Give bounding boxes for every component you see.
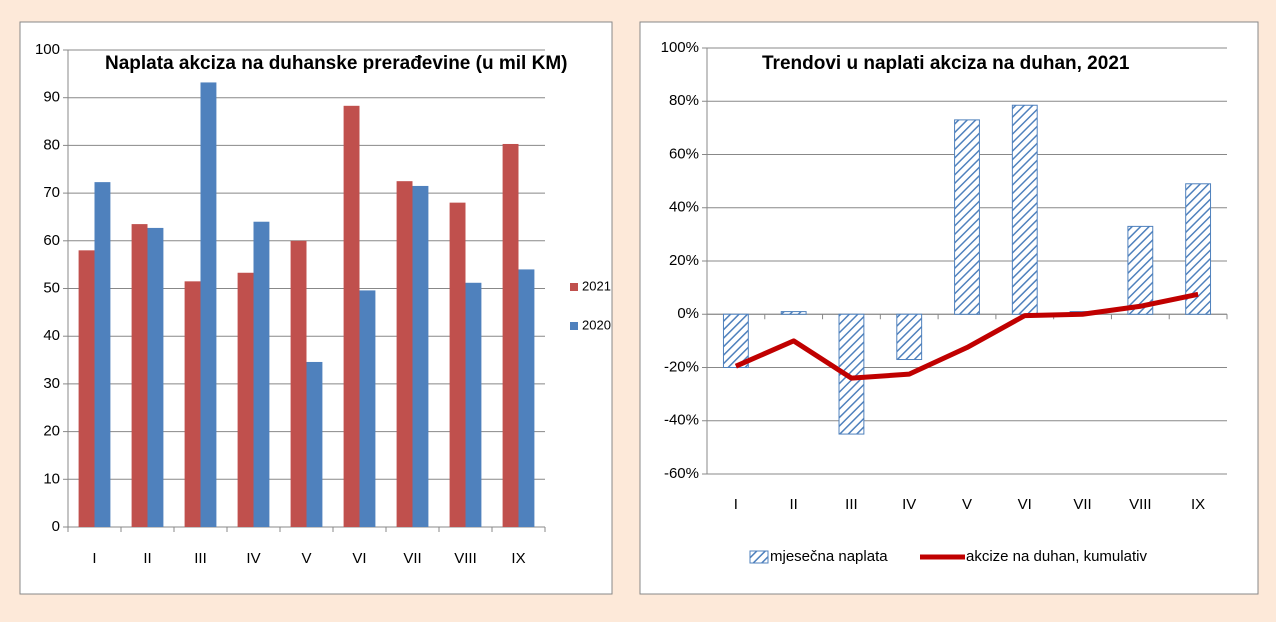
bar	[518, 269, 535, 527]
bar	[412, 185, 429, 527]
x-tick-label: IX	[1191, 496, 1205, 513]
x-tick-label: VI	[1018, 496, 1032, 513]
x-tick-label: II	[789, 496, 797, 513]
legend-swatch	[749, 550, 769, 564]
x-tick-label: VIII	[1129, 496, 1152, 513]
bar	[1127, 225, 1154, 315]
bar	[200, 82, 217, 527]
bar	[359, 290, 376, 527]
x-tick-label: III	[194, 550, 207, 567]
legend-label: 2020	[582, 317, 611, 332]
bar	[465, 282, 482, 527]
bar	[1011, 104, 1038, 315]
y-tick-label: -60%	[664, 465, 699, 482]
bar	[502, 143, 519, 527]
line	[734, 291, 1199, 381]
bar	[780, 311, 807, 315]
bar	[131, 224, 148, 528]
y-tick-label: 0	[52, 518, 60, 535]
bar	[184, 281, 201, 527]
bar	[1185, 183, 1212, 315]
bar	[290, 240, 307, 528]
y-tick-label: 40%	[669, 199, 699, 216]
y-tick-label: -40%	[664, 412, 699, 429]
y-tick-label: 30	[43, 375, 60, 392]
y-tick-label: 40	[43, 327, 60, 344]
y-tick-label: -20%	[664, 358, 699, 375]
bar	[449, 202, 466, 527]
bar	[396, 181, 413, 528]
y-tick-label: 10	[43, 470, 60, 487]
x-tick-label: VI	[352, 550, 366, 567]
bar	[954, 119, 980, 315]
y-tick-label: 60%	[669, 145, 699, 162]
bar	[722, 313, 749, 368]
bar	[343, 105, 360, 528]
legend-label: akcize na duhan, kumulativ	[966, 548, 1147, 565]
x-tick-label: VII	[403, 550, 421, 567]
bar	[237, 272, 254, 527]
y-tick-label: 90	[43, 89, 60, 106]
right-panel	[639, 21, 1259, 595]
bar	[94, 182, 111, 527]
y-tick-label: 80	[43, 136, 60, 153]
x-tick-label: VIII	[454, 550, 477, 567]
y-tick-label: 0%	[677, 305, 699, 322]
y-tick-label: 70	[43, 184, 60, 201]
y-tick-label: 80%	[669, 92, 699, 109]
y-tick-label: 100%	[661, 39, 699, 56]
x-tick-label: II	[143, 550, 151, 567]
x-tick-label: I	[92, 550, 96, 567]
x-tick-label: VII	[1073, 496, 1091, 513]
x-tick-label: V	[962, 496, 972, 513]
x-tick-label: I	[734, 496, 738, 513]
legend-label: 2021	[582, 278, 611, 293]
chart-title: Trendovi u naplati akciza na duhan, 2021	[762, 53, 1130, 74]
bar	[896, 313, 923, 361]
x-tick-label: III	[845, 496, 858, 513]
bar	[306, 361, 323, 527]
y-tick-label: 20	[43, 423, 60, 440]
x-tick-label: IV	[246, 550, 260, 567]
x-tick-label: V	[301, 550, 311, 567]
bar	[253, 221, 270, 527]
x-tick-label: IV	[902, 496, 916, 513]
chart-title: Naplata akciza na duhanske prerađevine (…	[105, 53, 567, 74]
bar	[78, 250, 95, 527]
legend-swatch	[570, 322, 578, 330]
x-tick-label: IX	[511, 550, 525, 567]
bar	[147, 227, 164, 527]
legend-swatch	[570, 283, 578, 291]
y-tick-label: 20%	[669, 252, 699, 269]
y-tick-label: 100	[35, 41, 60, 58]
legend-label: mjesečna naplata	[770, 548, 888, 565]
y-tick-label: 60	[43, 232, 60, 249]
y-tick-label: 50	[43, 279, 60, 296]
